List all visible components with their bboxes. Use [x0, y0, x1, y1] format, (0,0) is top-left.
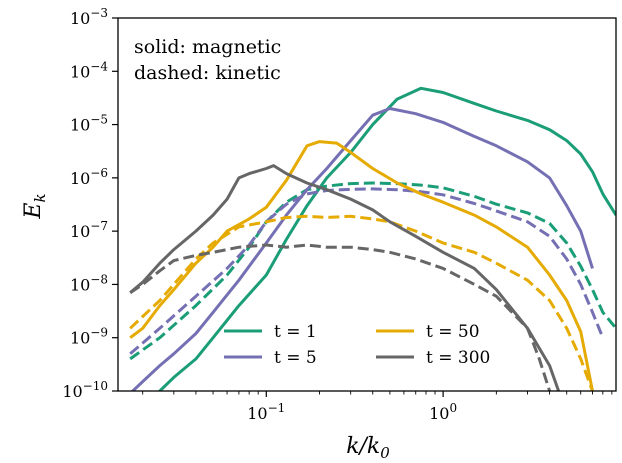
- y-axis-label: Ek: [21, 193, 49, 219]
- annotation-kinetic: dashed: kinetic: [134, 62, 281, 84]
- legend-label: t = 300: [426, 348, 490, 368]
- annotation-magnetic: solid: magnetic: [134, 36, 281, 58]
- y-tick-label: 10−7: [70, 219, 108, 241]
- x-axis-label: k/k0: [346, 434, 390, 462]
- series-line-t5-solid: [130, 107, 594, 391]
- series-line-t300-dashed: [129, 243, 552, 391]
- legend: t = 1 t = 50 t = 5 t = 300: [224, 322, 490, 368]
- y-tick-label: 10−10: [62, 379, 108, 401]
- y-tick-label: 10−6: [70, 166, 108, 188]
- ticks-layer: 10−10 10−9 10−8 10−7 10−6 10−5 10−4 10−3 10−1 100: [62, 6, 613, 423]
- series-line-t5-dashed: [129, 187, 605, 355]
- y-tick-label: 10−4: [70, 59, 108, 81]
- series-line-t50-solid: [129, 140, 594, 391]
- y-tick-label: 10−8: [70, 272, 108, 294]
- y-tick-label: 10−3: [70, 6, 108, 28]
- series-line-t1-solid: [157, 86, 616, 391]
- x-tick-label: 10−1: [247, 401, 285, 423]
- y-tick-label: 10−5: [70, 113, 108, 135]
- legend-label: t = 1: [274, 322, 317, 342]
- legend-label: t = 50: [426, 322, 480, 342]
- series-line-t50-dashed: [129, 214, 594, 391]
- plot-frame: [117, 17, 617, 392]
- series-layer: [129, 86, 616, 391]
- y-tick-label: 10−9: [70, 326, 108, 348]
- legend-label: t = 5: [274, 348, 317, 368]
- x-tick-label: 100: [429, 401, 457, 423]
- series-line-t300-solid: [129, 164, 561, 391]
